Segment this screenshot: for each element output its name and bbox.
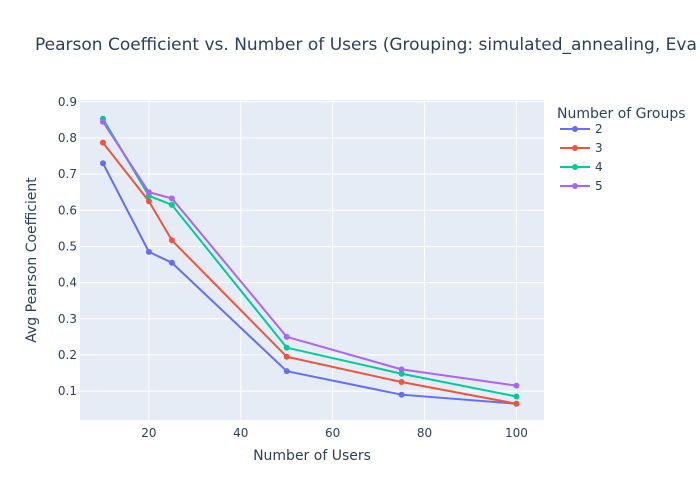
data-point[interactable] (398, 370, 405, 377)
legend-swatch-marker (572, 164, 578, 170)
plot-area (80, 100, 544, 420)
data-point[interactable] (168, 237, 175, 244)
x-axis-title: Number of Users (253, 448, 371, 464)
data-point[interactable] (398, 391, 405, 398)
legend-item-3[interactable]: 3 (560, 141, 603, 155)
legend-item-4[interactable]: 4 (560, 160, 603, 174)
legend-label: 5 (595, 179, 603, 193)
data-point[interactable] (283, 344, 290, 351)
data-point[interactable] (99, 139, 106, 146)
y-tick-label: 0.4 (58, 276, 77, 290)
y-tick-label: 0.5 (58, 239, 77, 253)
y-tick-label: 0.9 (58, 95, 77, 109)
legend-swatch-marker (572, 126, 578, 132)
data-point[interactable] (398, 366, 405, 373)
axis-labels: 20 40 60 80 100 0.1 0.2 0.3 0.4 0.5 0.6 0.7 0.8 0.9 (58, 95, 528, 440)
legend-swatch-marker (572, 145, 578, 151)
grid-lines (80, 100, 544, 420)
series-5[interactable] (99, 118, 520, 389)
data-point[interactable] (283, 353, 290, 360)
series-lines (99, 115, 520, 407)
data-point[interactable] (513, 400, 520, 407)
data-point[interactable] (99, 160, 106, 167)
legend-items: 2 3 4 5 (560, 122, 603, 193)
x-tick-label: 80 (417, 426, 432, 440)
data-point[interactable] (99, 118, 106, 125)
y-tick-label: 0.8 (58, 131, 77, 145)
x-tick-label: 40 (233, 426, 248, 440)
legend-item-5[interactable]: 5 (560, 179, 603, 193)
data-point[interactable] (145, 248, 152, 255)
data-point[interactable] (283, 368, 290, 375)
y-axis-title: Avg Pearson Coefficient (24, 177, 40, 343)
legend[interactable]: Number of Groups 2 3 4 5 (557, 106, 686, 193)
legend-label: 2 (595, 122, 603, 136)
data-point[interactable] (168, 259, 175, 266)
data-point[interactable] (168, 201, 175, 208)
data-point[interactable] (145, 198, 152, 205)
x-tick-label: 60 (325, 426, 340, 440)
series-2[interactable] (99, 160, 520, 407)
series-line[interactable] (102, 118, 517, 398)
data-point[interactable] (168, 195, 175, 202)
series-3[interactable] (99, 139, 520, 407)
data-point[interactable] (145, 189, 152, 196)
y-tick-label: 0.6 (58, 203, 77, 217)
y-tick-label: 0.3 (58, 312, 77, 326)
series-line[interactable] (102, 142, 517, 405)
y-tick-label: 0.2 (58, 348, 77, 362)
y-tick-label: 0.7 (58, 167, 77, 181)
legend-swatch-marker (572, 183, 578, 189)
data-point[interactable] (398, 379, 405, 386)
legend-item-2[interactable]: 2 (560, 122, 603, 136)
legend-label: 4 (595, 160, 603, 174)
data-point[interactable] (513, 382, 520, 389)
x-tick-label: 100 (505, 426, 528, 440)
data-point[interactable] (513, 393, 520, 400)
data-point[interactable] (283, 333, 290, 340)
series-line[interactable] (102, 162, 517, 405)
legend-title: Number of Groups (557, 106, 686, 122)
chart-title: Pearson Coefficient vs. Number of Users … (35, 35, 697, 55)
series-line[interactable] (102, 121, 517, 387)
x-tick-label: 20 (141, 426, 156, 440)
legend-label: 3 (595, 141, 603, 155)
y-tick-label: 0.1 (58, 384, 77, 398)
